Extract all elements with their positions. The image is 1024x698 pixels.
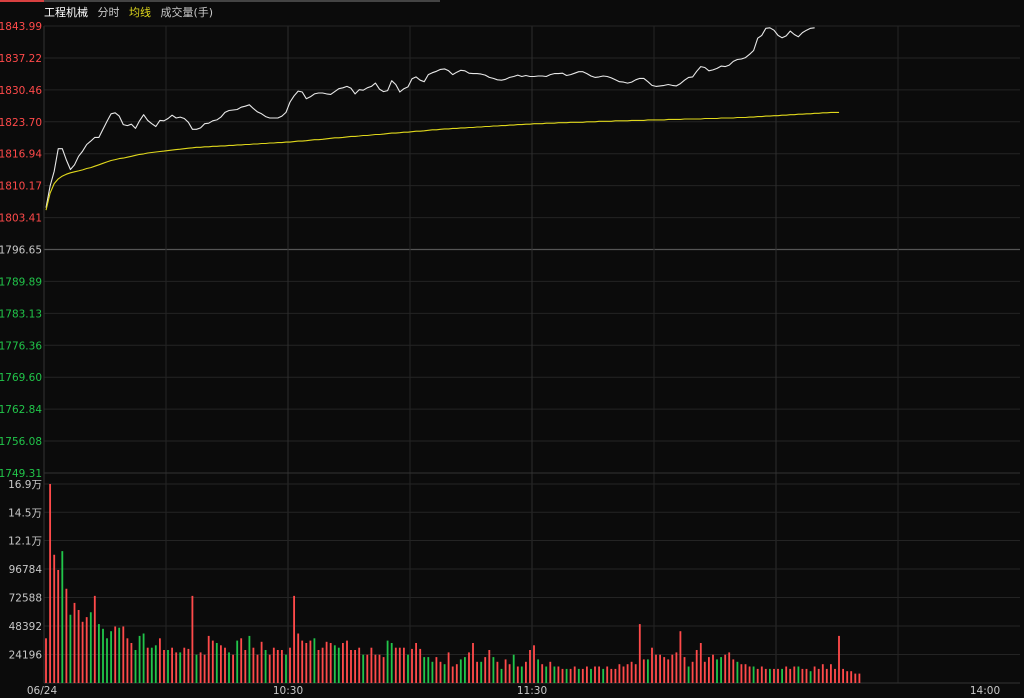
price-tick-label: 1803.41 (0, 213, 42, 225)
time-tick-label: 11:30 (517, 685, 547, 697)
top-border-segment (44, 0, 440, 2)
time-tick-label: 14:00 (970, 685, 1000, 697)
volume-tick-label: 96784 (9, 564, 43, 576)
price-tick-label: 1810.17 (0, 181, 42, 193)
price-tick-label: 1762.84 (0, 404, 42, 416)
price-tick-label: 1796.65 (0, 245, 42, 257)
price-tick-label: 1749.31 (0, 468, 42, 480)
price-tick-label: 1769.60 (0, 372, 42, 384)
volume-bars (45, 484, 861, 683)
time-tick-label: 10:30 (273, 685, 303, 697)
volume-tick-label: 14.5万 (8, 507, 42, 519)
price-tick-label: 1816.94 (0, 149, 42, 161)
price-lines (45, 27, 840, 211)
mode-label[interactable]: 分时 (97, 6, 120, 19)
chart-header: 工程机械 分时 均线 成交量(手) (44, 4, 219, 20)
time-tick-label: 06/24 (27, 685, 58, 697)
price-tick-label: 1756.08 (0, 436, 42, 448)
price-tick-label: 1843.99 (0, 21, 42, 33)
axis-labels: 1843.99 1837.22 1830.46 1823.70 1816.94 1810.… (0, 21, 1000, 697)
volume-legend[interactable]: 成交量(手) (160, 6, 214, 19)
grid-layer (44, 25, 1020, 683)
average-line (45, 111, 840, 211)
axis-layer (43, 25, 1020, 684)
volume-tick-label: 12.1万 (8, 536, 42, 548)
volume-tick-label: 72588 (9, 593, 42, 605)
volume-tick-label: 48392 (9, 621, 42, 633)
price-tick-label: 1783.13 (0, 308, 42, 320)
price-tick-label: 1776.36 (0, 340, 42, 352)
top-border-segment (0, 0, 44, 2)
volume-tick-label: 24196 (9, 650, 43, 662)
price-tick-label: 1823.70 (0, 117, 42, 129)
avg-line-legend[interactable]: 均线 (129, 6, 151, 19)
symbol-name[interactable]: 工程机械 (44, 6, 88, 19)
price-line (45, 27, 815, 208)
volume-tick-label: 16.9万 (8, 479, 42, 491)
price-tick-label: 1830.46 (0, 85, 42, 97)
price-tick-label: 1837.22 (0, 53, 42, 65)
price-tick-label: 1789.89 (0, 276, 42, 288)
